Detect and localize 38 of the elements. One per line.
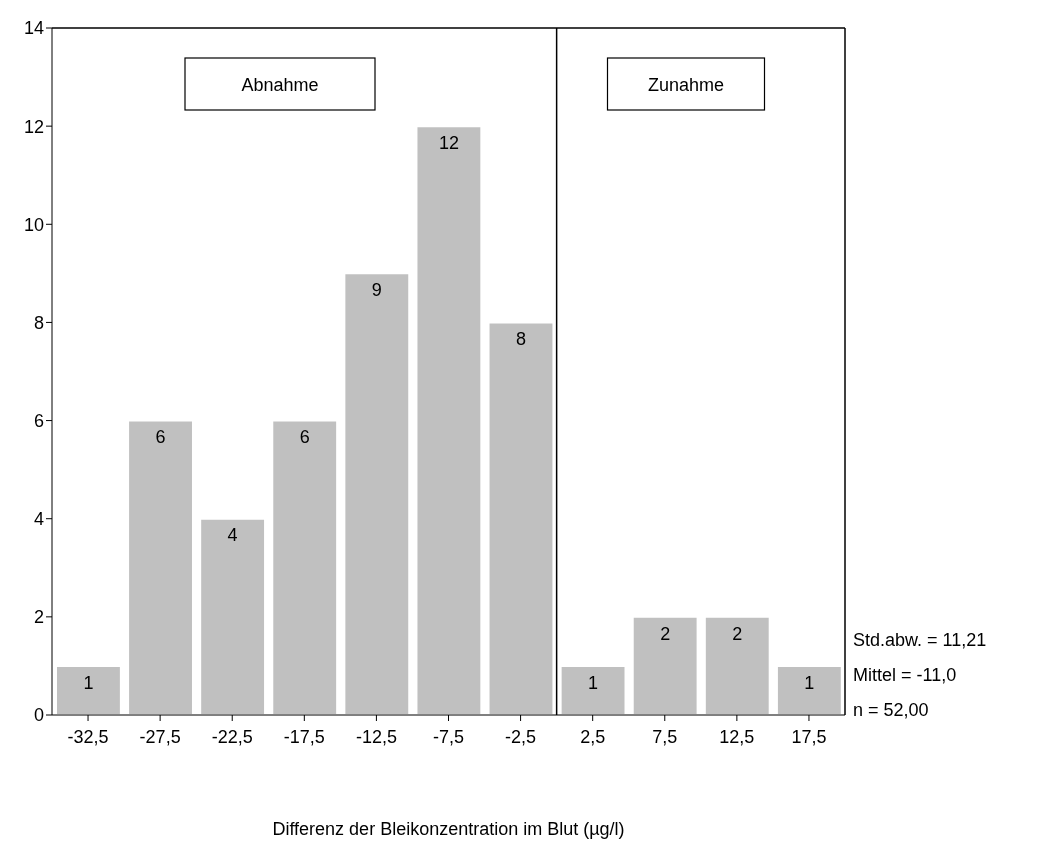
- data-label: 1: [804, 672, 815, 693]
- y-tick-label: 14: [23, 18, 44, 39]
- x-tick-label: -12,5: [355, 727, 397, 747]
- x-tick-label: 17,5: [791, 727, 827, 747]
- y-tick-label: 2: [33, 607, 44, 628]
- x-tick-label: -7,5: [432, 727, 465, 747]
- data-label: 1: [588, 672, 599, 693]
- y-tick-label: 12: [23, 116, 44, 137]
- y-tick-label: 4: [33, 509, 44, 530]
- x-tick-label: 12,5: [719, 727, 755, 747]
- text: Std.abw. = 11,21: [853, 630, 987, 650]
- y-tick-label: 0: [33, 705, 44, 726]
- annotation: Abnahme: [241, 75, 319, 95]
- x-axis-title: Differenz der Bleikonzentration im Blut (µg/l): [272, 819, 625, 839]
- x-tick-label: 7,5: [652, 727, 678, 747]
- y-tick-label: 10: [23, 214, 44, 235]
- data-label: 6: [299, 427, 310, 448]
- data-label: 2: [732, 623, 743, 644]
- text: n = 52,00: [853, 700, 929, 720]
- data-label: 9: [371, 280, 382, 301]
- x-tick-label: -2,5: [505, 727, 537, 747]
- x-tick-label: -22,5: [211, 727, 253, 747]
- text-box: Abnahme: [184, 57, 376, 111]
- x-tick-label: -27,5: [139, 727, 181, 747]
- text: Mittel = -11,0: [853, 665, 957, 685]
- y-tick-label: 8: [33, 312, 44, 333]
- data-label: 2: [660, 623, 671, 644]
- data-label: 4: [227, 525, 238, 546]
- data-label: 1: [83, 672, 94, 693]
- x-tick-label: -32,5: [67, 727, 109, 747]
- data-label: 12: [438, 132, 459, 153]
- x-tick-label: 2,5: [580, 727, 606, 747]
- text-box: Zunahme: [606, 57, 766, 111]
- data-label: 8: [515, 329, 526, 350]
- annotation: Zunahme: [647, 75, 725, 95]
- x-tick-label: -17,5: [283, 727, 325, 747]
- data-label: 6: [155, 427, 166, 448]
- y-tick-label: 6: [33, 410, 44, 431]
